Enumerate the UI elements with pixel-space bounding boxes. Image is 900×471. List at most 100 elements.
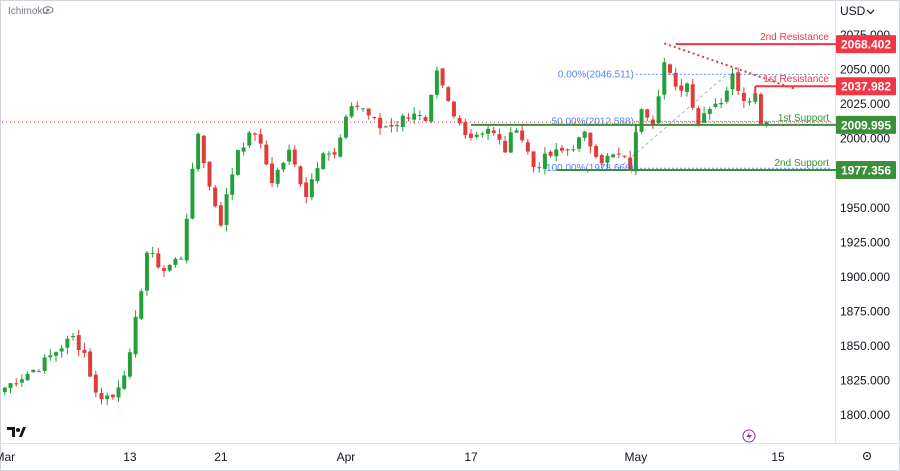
- candle-body: [207, 161, 212, 187]
- candle-body: [758, 94, 763, 124]
- candle-body: [59, 348, 64, 352]
- candle-body: [542, 153, 547, 169]
- candle-body: [93, 374, 98, 393]
- indicator-label: Ichimoku: [8, 6, 48, 17]
- y-tick-label: 1925.000: [840, 235, 890, 249]
- candle-body: [264, 144, 269, 165]
- candle-body: [582, 131, 587, 138]
- candle-body: [76, 335, 81, 351]
- y-tick-label: 1800.000: [840, 408, 890, 422]
- x-tick-label: 17: [464, 450, 478, 464]
- candle-body: [139, 291, 144, 319]
- candle-body: [19, 379, 24, 383]
- x-axis: Mar 13 21 Apr 17 May 15: [0, 450, 785, 464]
- candle-body: [173, 258, 178, 265]
- candle-body: [520, 130, 525, 141]
- candle-body: [656, 96, 661, 124]
- candle-body: [270, 163, 275, 184]
- candle-body: [281, 162, 286, 170]
- candle-body: [167, 264, 172, 271]
- candle-body: [548, 151, 553, 156]
- candle-body: [747, 101, 752, 103]
- candle-body: [190, 168, 195, 219]
- candle-body: [156, 253, 161, 268]
- currency-selector[interactable]: USD: [840, 4, 875, 18]
- candle-body: [736, 72, 741, 91]
- y-tick-label: 2000.000: [840, 132, 890, 146]
- candle-body: [412, 113, 417, 120]
- candle-body: [457, 118, 462, 124]
- x-tick-label: Mar: [0, 450, 15, 464]
- candle-body: [110, 394, 115, 398]
- chevron-down-icon: [866, 9, 875, 15]
- level-price-tag: [836, 161, 896, 180]
- candle-body: [616, 153, 621, 155]
- candle-body: [702, 113, 707, 123]
- candle-body: [196, 133, 201, 170]
- candle-body: [588, 132, 593, 147]
- candle-body: [127, 352, 132, 377]
- candle-body: [105, 395, 110, 400]
- candle-body: [355, 105, 360, 107]
- candle-body: [48, 355, 53, 358]
- candle-body: [54, 352, 58, 356]
- y-tick-label: 1950.000: [840, 201, 890, 215]
- candle-body: [349, 106, 354, 117]
- candle-body: [88, 351, 93, 377]
- candle-body: [685, 83, 690, 92]
- candle-body: [218, 205, 223, 226]
- candle-body: [679, 85, 684, 91]
- x-tick-label: 21: [214, 450, 228, 464]
- candle-body: [707, 108, 712, 115]
- level-price-label: 2009.995: [841, 118, 891, 132]
- level-price-label: 1977.356: [841, 164, 891, 178]
- candle-body: [565, 149, 570, 151]
- candle-body: [8, 383, 13, 388]
- candle-body: [429, 94, 434, 122]
- candle-body: [451, 101, 456, 117]
- candle-body: [469, 133, 473, 138]
- candle-body: [730, 73, 735, 90]
- candle-body: [400, 115, 405, 128]
- candle-body: [292, 149, 297, 165]
- candle-body: [764, 122, 769, 126]
- candle-body: [531, 151, 536, 168]
- fib-label: 50.00%(2012.588): [552, 116, 634, 127]
- x-tick-label: 13: [123, 450, 137, 464]
- candle-body: [298, 166, 303, 185]
- candle-body: [252, 133, 257, 135]
- level-price-tag: [836, 115, 896, 134]
- y-tick-label: 2050.000: [840, 63, 890, 77]
- candle-body: [497, 134, 502, 140]
- eye-icon[interactable]: [42, 6, 54, 14]
- candle-body: [559, 147, 564, 151]
- candle-body: [577, 137, 582, 149]
- candles: [2, 57, 769, 406]
- currency-label: USD: [840, 4, 866, 18]
- candle-body: [224, 194, 229, 225]
- candle-body: [309, 179, 314, 198]
- candle-body: [383, 126, 388, 128]
- gear-icon[interactable]: [862, 451, 872, 461]
- y-tick-label: 1825.000: [840, 374, 890, 388]
- candle-body: [332, 152, 337, 155]
- candle-body: [599, 155, 604, 164]
- x-tick-label: Apr: [337, 450, 356, 464]
- level-price-tag: [836, 35, 896, 54]
- candle-body: [724, 90, 729, 102]
- lightning-icon[interactable]: [742, 429, 756, 443]
- candle-body: [605, 155, 610, 163]
- candle-body: [247, 132, 252, 146]
- candle-body: [571, 149, 576, 151]
- candle-body: [315, 168, 320, 182]
- candle-body: [480, 133, 485, 135]
- candle-body: [594, 145, 599, 157]
- candle-body: [645, 109, 650, 118]
- candle-body: [65, 338, 70, 348]
- candle-body: [378, 117, 383, 129]
- candle-body: [184, 218, 189, 261]
- candle-body: [389, 125, 394, 127]
- y-tick-label: 1900.000: [840, 270, 890, 284]
